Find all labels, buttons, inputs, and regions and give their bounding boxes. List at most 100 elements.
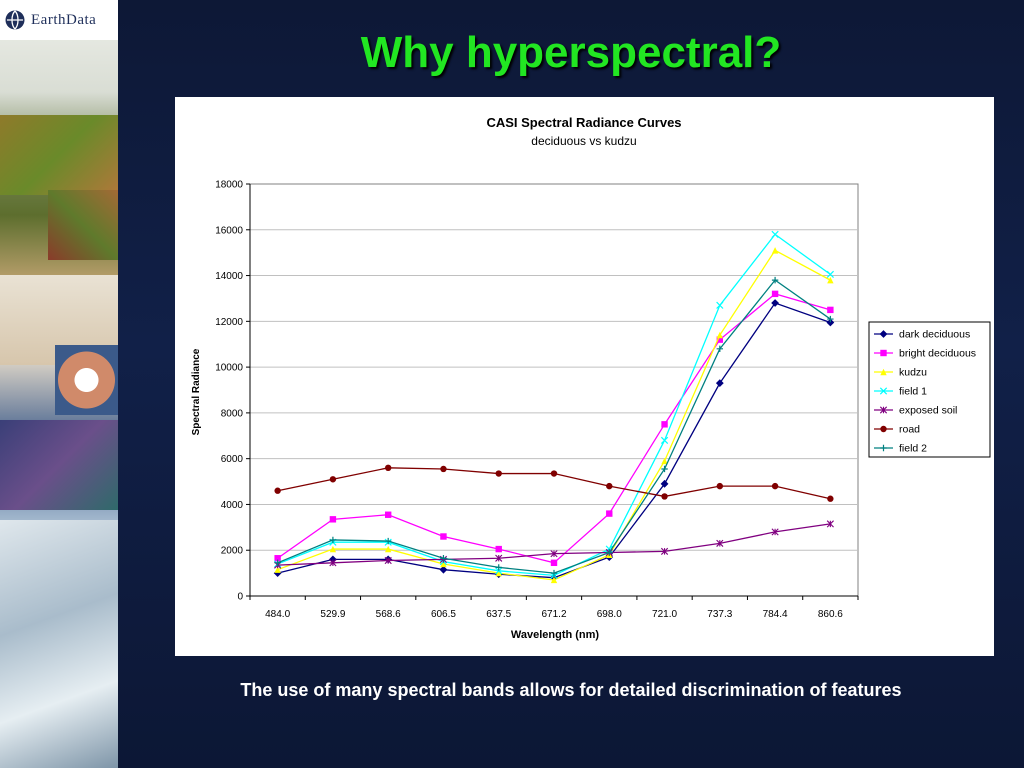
data-point xyxy=(550,559,558,567)
x-tick-label: 698.0 xyxy=(597,609,622,620)
data-point xyxy=(826,318,835,327)
series-road xyxy=(274,464,834,502)
data-point xyxy=(661,421,668,428)
legend-entry-bright-deciduous: bright deciduous xyxy=(874,348,976,360)
x-tick-label: 568.6 xyxy=(376,609,401,620)
legend-marker xyxy=(880,349,887,357)
y-tick-label: 18000 xyxy=(215,180,243,191)
legend-marker xyxy=(880,425,887,433)
data-point xyxy=(274,487,281,494)
x-tick-label: 860.6 xyxy=(818,609,843,620)
y-tick-label: 2000 xyxy=(221,546,244,557)
x-tick-label: 529.9 xyxy=(320,609,345,620)
data-point xyxy=(716,482,724,490)
legend-entry-exposed-soil: exposed soil xyxy=(874,405,957,417)
data-point xyxy=(660,547,669,555)
x-tick-label: 637.5 xyxy=(486,609,511,620)
slide-title: Why hyperspectral? xyxy=(360,28,782,77)
y-tick-label: 8000 xyxy=(221,408,244,419)
legend-entry-road: road xyxy=(874,424,920,436)
data-point xyxy=(715,379,724,388)
data-point xyxy=(440,560,447,568)
chart-subtitle: deciduous vs kudzu xyxy=(531,134,636,148)
decorative-side-panel xyxy=(0,0,118,768)
legend-marker xyxy=(880,368,887,376)
data-point xyxy=(716,345,724,352)
data-point xyxy=(661,457,668,465)
data-point xyxy=(660,436,669,444)
data-point xyxy=(274,559,281,567)
data-point xyxy=(440,465,447,473)
series-field-2 xyxy=(274,276,834,577)
data-point xyxy=(495,564,502,571)
data-point xyxy=(384,556,392,565)
data-point xyxy=(550,550,558,558)
legend-label: dark deciduous xyxy=(899,329,970,341)
data-point xyxy=(495,470,502,477)
data-point xyxy=(826,270,834,279)
legend-box xyxy=(868,321,991,458)
legend-entry-field-1: field 1 xyxy=(874,386,927,398)
data-point xyxy=(827,495,834,502)
data-point xyxy=(274,566,281,573)
data-point xyxy=(495,545,502,553)
brand-header: EarthData xyxy=(0,0,118,40)
data-point xyxy=(384,464,392,472)
chart-panel: CASI Spectral Radiance Curves deciduous … xyxy=(175,97,994,656)
spectral-radiance-chart: CASI Spectral Radiance Curves deciduous … xyxy=(191,115,991,641)
legend-marker xyxy=(880,444,887,452)
data-point xyxy=(274,555,281,562)
x-tick-label: 737.3 xyxy=(707,609,732,620)
legend-entry-dark-deciduous: dark deciduous xyxy=(874,329,970,341)
data-point xyxy=(606,482,613,490)
x-tick-label: 721.0 xyxy=(652,609,677,620)
data-point xyxy=(329,536,337,544)
legend-label: exposed soil xyxy=(899,405,957,417)
data-point xyxy=(550,470,558,477)
data-point xyxy=(716,301,724,309)
data-point xyxy=(771,290,779,298)
legend-label: road xyxy=(899,424,920,436)
legend-marker xyxy=(879,330,888,338)
y-tick-label: 0 xyxy=(237,592,243,603)
series-kudzu xyxy=(274,247,834,584)
data-point xyxy=(439,565,448,574)
data-point xyxy=(771,528,779,536)
data-point xyxy=(329,516,337,523)
data-point xyxy=(440,533,447,540)
y-tick-label: 6000 xyxy=(221,454,244,465)
data-point xyxy=(550,576,558,584)
data-point xyxy=(440,555,447,562)
data-point xyxy=(771,230,779,238)
data-point xyxy=(827,276,834,284)
data-point xyxy=(660,479,669,488)
data-point xyxy=(716,331,724,339)
data-point xyxy=(329,476,337,483)
data-point xyxy=(384,545,392,553)
brand-name: EarthData xyxy=(31,11,97,28)
y-tick-label: 10000 xyxy=(215,363,243,374)
series-bright-deciduous xyxy=(274,290,834,567)
y-tick-label: 16000 xyxy=(215,225,243,236)
data-point xyxy=(827,306,834,314)
data-point xyxy=(771,247,779,254)
legend-label: field 1 xyxy=(899,386,927,398)
data-point xyxy=(605,545,613,553)
data-point xyxy=(716,336,724,343)
data-point xyxy=(661,465,668,473)
data-point xyxy=(661,493,668,500)
x-axis-label: Wavelength (nm) xyxy=(511,629,600,641)
data-point xyxy=(495,567,503,575)
data-point xyxy=(771,482,779,490)
y-tick-label: 14000 xyxy=(215,271,243,282)
legend-entry-field-2: field 2 xyxy=(874,443,927,455)
legend-label: field 2 xyxy=(899,443,927,455)
y-tick-label: 12000 xyxy=(215,317,243,328)
x-tick-label: 671.2 xyxy=(541,609,566,620)
legend-marker xyxy=(879,387,888,395)
y-tick-label: 4000 xyxy=(221,500,244,511)
x-tick-label: 784.4 xyxy=(763,609,788,620)
data-point xyxy=(771,276,779,284)
legend-entry-kudzu: kudzu xyxy=(874,367,927,379)
globe-icon xyxy=(5,10,25,30)
